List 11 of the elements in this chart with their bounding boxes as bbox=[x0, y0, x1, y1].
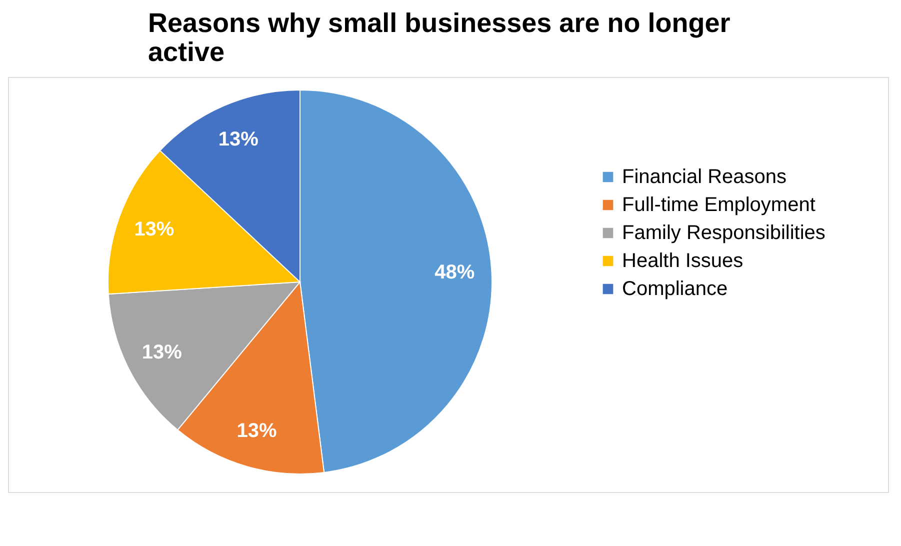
data-label: 13% bbox=[142, 341, 182, 364]
data-label: 13% bbox=[218, 128, 259, 151]
legend-label: Financial Reasons bbox=[622, 166, 787, 188]
legend-label: Family Responsibilities bbox=[622, 222, 826, 244]
chart-title: Reasons why small businesses are no longer active bbox=[148, 8, 731, 67]
data-label: 48% bbox=[434, 261, 475, 284]
data-label: 13% bbox=[236, 420, 277, 442]
legend-label: Health Issues bbox=[622, 250, 744, 272]
data-label: 13% bbox=[134, 218, 174, 240]
legend-label: Full-time Employment bbox=[622, 194, 816, 216]
legend-label: Compliance bbox=[622, 278, 728, 300]
